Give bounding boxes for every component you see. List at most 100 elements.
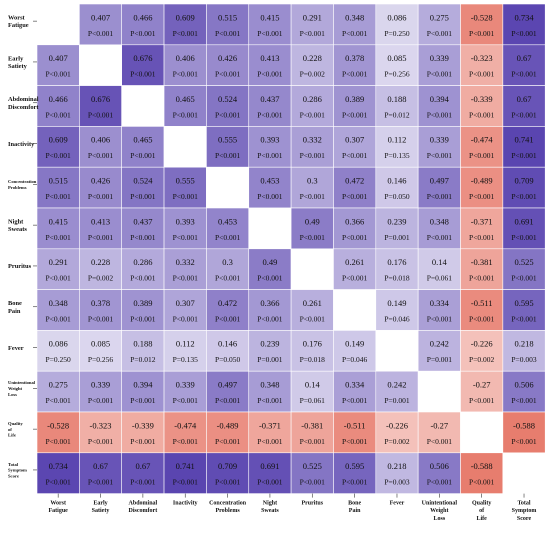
heatmap-cell: [460, 452, 504, 494]
p-value: P<0.001: [173, 110, 199, 119]
heatmap-cell: [290, 207, 334, 250]
correlation-value: 0.228: [91, 257, 110, 267]
p-value: P<0.001: [257, 151, 283, 160]
p-value: P<0.001: [88, 314, 114, 323]
correlation-value: 0.286: [133, 257, 152, 267]
p-value: P<0.001: [342, 233, 368, 242]
p-value: P<0.001: [46, 233, 72, 242]
p-value: P<0.001: [300, 437, 326, 446]
correlation-value: 0.691: [514, 216, 533, 226]
correlation-value: 0.339: [430, 53, 449, 63]
correlation-value: 0.595: [514, 298, 533, 308]
p-value: P<0.001: [215, 314, 241, 323]
correlation-value: 0.275: [49, 380, 68, 390]
p-value: P<0.001: [215, 274, 241, 283]
row-label-inactivity-line: Inactivity: [8, 141, 35, 148]
correlation-value: 0.734: [514, 12, 534, 22]
p-value: P=0.135: [173, 355, 199, 364]
heatmap-cell: [248, 207, 292, 250]
heatmap-cell: [79, 3, 122, 46]
heatmap-cell: [36, 411, 80, 454]
correlation-value: 0.415: [49, 216, 68, 226]
heatmap-cell: [79, 85, 122, 127]
correlation-value: -0.323: [471, 53, 493, 63]
row-label-concentration-problems-line: Problems: [8, 185, 27, 190]
correlation-value: -0.528: [471, 12, 493, 22]
p-value: P=0.012: [130, 355, 156, 364]
p-value: P<0.001: [300, 314, 326, 323]
correlation-value: -0.323: [90, 420, 112, 430]
correlation-value: 0.709: [514, 176, 533, 186]
correlation-value: 0.389: [345, 94, 364, 104]
row-label-worst-fatigue-line: Worst: [8, 15, 26, 22]
p-value: P<0.001: [342, 437, 368, 446]
column-label-unintentional-weight-loss-line: Unintentional: [422, 501, 458, 507]
heatmap-cell: [375, 289, 419, 331]
heatmap-cell: [502, 330, 546, 372]
correlation-value: 0.239: [387, 216, 406, 226]
p-value: P<0.001: [46, 151, 72, 160]
correlation-value: 0.676: [91, 94, 110, 104]
column-label-unintentional-weight-loss-line: Loss: [433, 516, 445, 522]
heatmap-cell: [502, 207, 546, 250]
correlation-value: 0.515: [49, 176, 68, 186]
p-value: P=0.018: [300, 355, 326, 364]
p-value: P<0.001: [427, 29, 453, 38]
heatmap-cell: [206, 3, 250, 46]
heatmap-cell: [163, 126, 207, 168]
column-label-worst-fatigue-line: Fatigue: [48, 508, 68, 514]
heatmap-cell: [36, 44, 80, 86]
correlation-value: 0.348: [260, 380, 279, 390]
correlation-value: 0.437: [260, 94, 279, 104]
correlation-value: 0.339: [430, 135, 449, 145]
correlation-value: 0.676: [133, 53, 152, 63]
p-value: P<0.001: [173, 274, 199, 283]
heatmap-cell: [36, 289, 80, 331]
p-value: P<0.001: [427, 151, 453, 160]
row-label-quality-of-life-line: Quality: [8, 421, 24, 426]
heatmap-cell: [333, 166, 377, 209]
heatmap-cell: [36, 3, 80, 46]
p-value: P<0.001: [215, 29, 241, 38]
column-label-abdominal-discomfort-line: Abdominal: [129, 501, 158, 507]
correlation-value: 0.176: [387, 257, 406, 267]
correlation-value: -0.588: [471, 461, 493, 471]
p-value: P<0.001: [130, 70, 156, 79]
correlation-value: 0.291: [49, 257, 68, 267]
heatmap-cell: [333, 85, 377, 127]
p-value: P<0.001: [88, 396, 114, 405]
row-label-total-symptom-score-line: Score: [8, 473, 19, 478]
correlation-value: 0.366: [345, 216, 364, 226]
p-value: P<0.001: [88, 478, 114, 487]
heatmap-cell: [502, 370, 546, 413]
correlation-value: -0.489: [217, 420, 239, 430]
p-value: P<0.001: [88, 233, 114, 242]
p-value: P<0.001: [300, 233, 326, 242]
correlation-value: 0.146: [387, 176, 406, 186]
correlation-value: 0.086: [387, 12, 406, 22]
heatmap-cell: [248, 330, 292, 372]
correlation-value: 0.609: [49, 135, 68, 145]
heatmap-cell: [121, 452, 165, 494]
correlation-value: -0.489: [471, 176, 493, 186]
column-label-early-satiety-line: Satiety: [92, 508, 110, 514]
p-value: P<0.001: [173, 314, 199, 323]
correlation-value: 0.188: [387, 94, 406, 104]
heatmap-cell: [206, 248, 250, 290]
heatmap-cell: [333, 330, 377, 372]
p-value: P<0.001: [257, 437, 283, 446]
p-value: P<0.001: [427, 192, 453, 201]
heatmap-cell: [121, 44, 165, 86]
p-value: P<0.001: [46, 314, 72, 323]
heatmap-cell: [79, 411, 122, 454]
p-value: P=0.061: [300, 396, 326, 405]
correlation-value: 0.112: [388, 135, 407, 145]
heatmap-cell: [121, 3, 165, 46]
correlation-value: 0.497: [430, 176, 449, 186]
column-label-total-symptom-score-line: Score: [517, 516, 532, 522]
p-value: P<0.001: [511, 29, 537, 38]
row-label-bone-pain-line: Pain: [8, 308, 21, 315]
p-value: P<0.001: [342, 70, 368, 79]
heatmap-cell: [248, 44, 292, 86]
p-value: P<0.001: [46, 192, 72, 201]
